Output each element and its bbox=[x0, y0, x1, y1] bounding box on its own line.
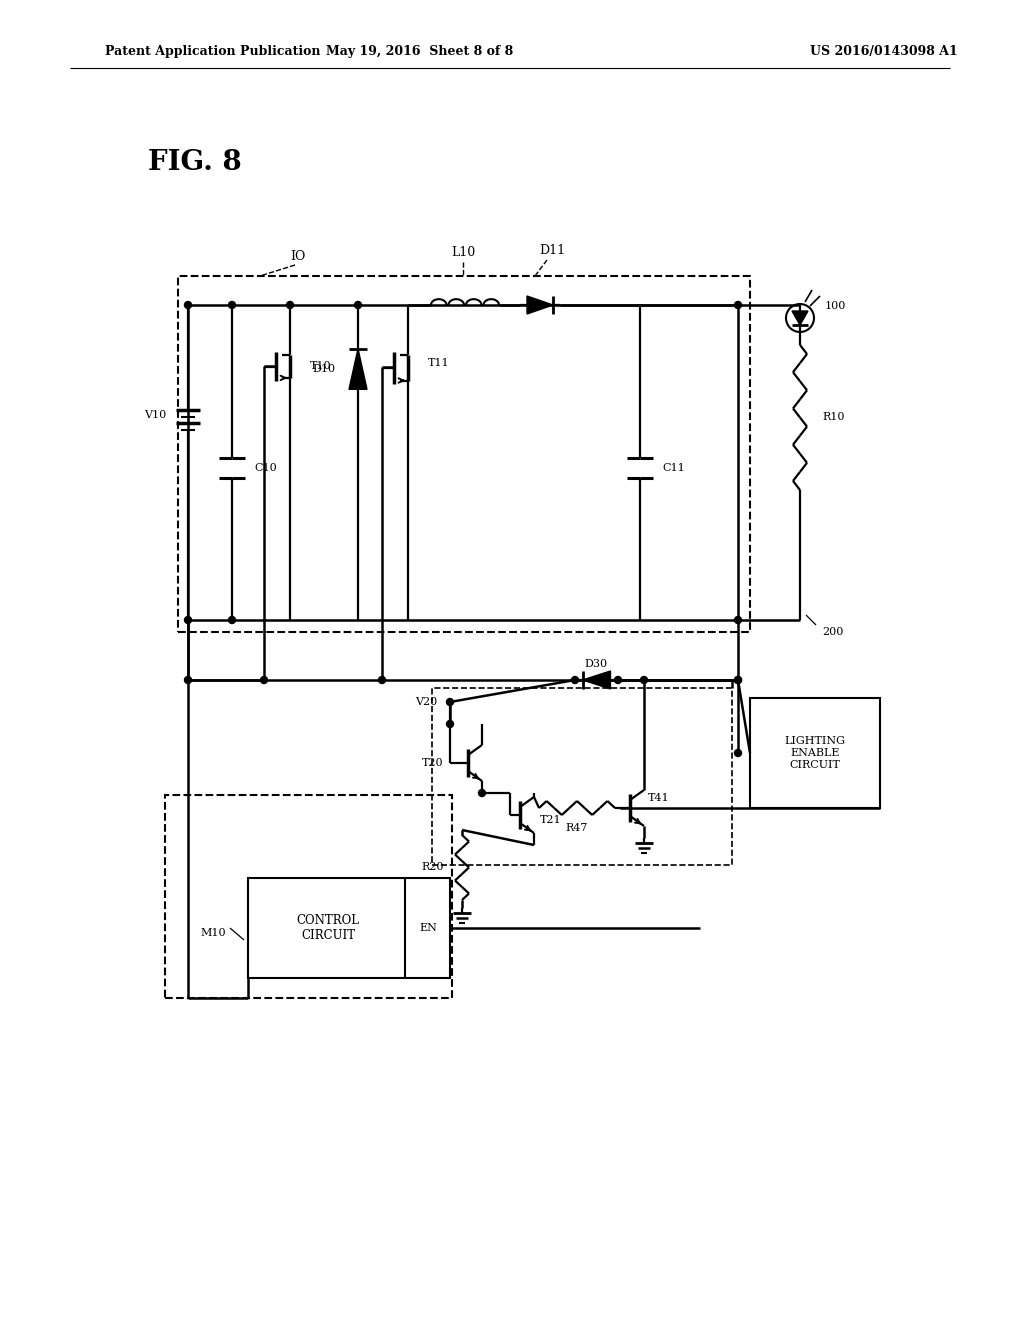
Circle shape bbox=[734, 616, 741, 623]
Text: Patent Application Publication: Patent Application Publication bbox=[105, 45, 321, 58]
Text: R47: R47 bbox=[566, 822, 588, 833]
Circle shape bbox=[734, 676, 741, 684]
Circle shape bbox=[614, 676, 622, 684]
Text: T41: T41 bbox=[648, 793, 670, 803]
Text: US 2016/0143098 A1: US 2016/0143098 A1 bbox=[810, 45, 957, 58]
Circle shape bbox=[287, 301, 294, 309]
Text: D30: D30 bbox=[585, 659, 607, 669]
Text: C10: C10 bbox=[254, 463, 276, 473]
Text: L10: L10 bbox=[451, 247, 475, 260]
Circle shape bbox=[446, 698, 454, 705]
Text: C11: C11 bbox=[662, 463, 685, 473]
Text: T21: T21 bbox=[540, 814, 561, 825]
Circle shape bbox=[228, 301, 236, 309]
Circle shape bbox=[184, 301, 191, 309]
Text: R10: R10 bbox=[822, 412, 845, 422]
Text: V20: V20 bbox=[415, 697, 437, 708]
Circle shape bbox=[260, 676, 267, 684]
Circle shape bbox=[571, 676, 579, 684]
Text: V10: V10 bbox=[143, 411, 166, 420]
Text: LIGHTING
ENABLE
CIRCUIT: LIGHTING ENABLE CIRCUIT bbox=[784, 737, 846, 770]
Circle shape bbox=[734, 676, 741, 684]
Circle shape bbox=[734, 301, 741, 309]
Circle shape bbox=[640, 676, 647, 684]
Polygon shape bbox=[792, 312, 808, 325]
Text: 100: 100 bbox=[825, 301, 847, 312]
Text: 200: 200 bbox=[822, 627, 844, 638]
Circle shape bbox=[354, 301, 361, 309]
Circle shape bbox=[478, 789, 485, 796]
Text: D11: D11 bbox=[539, 243, 565, 256]
Circle shape bbox=[184, 676, 191, 684]
Text: R20: R20 bbox=[422, 862, 444, 873]
Text: May 19, 2016  Sheet 8 of 8: May 19, 2016 Sheet 8 of 8 bbox=[327, 45, 514, 58]
Circle shape bbox=[184, 616, 191, 623]
Text: T11: T11 bbox=[428, 358, 450, 368]
Circle shape bbox=[446, 721, 454, 727]
Text: T20: T20 bbox=[422, 758, 444, 768]
Text: D10: D10 bbox=[313, 364, 336, 374]
Circle shape bbox=[228, 616, 236, 623]
Text: EN: EN bbox=[419, 923, 437, 933]
Text: M10: M10 bbox=[201, 928, 226, 939]
Polygon shape bbox=[583, 671, 610, 689]
Circle shape bbox=[734, 750, 741, 756]
Text: CONTROL
CIRCUIT: CONTROL CIRCUIT bbox=[297, 913, 359, 942]
Polygon shape bbox=[349, 348, 367, 389]
Text: FIG. 8: FIG. 8 bbox=[148, 149, 242, 177]
Polygon shape bbox=[527, 296, 553, 314]
Text: T10: T10 bbox=[310, 360, 332, 371]
Text: IO: IO bbox=[291, 249, 306, 263]
Circle shape bbox=[379, 676, 385, 684]
